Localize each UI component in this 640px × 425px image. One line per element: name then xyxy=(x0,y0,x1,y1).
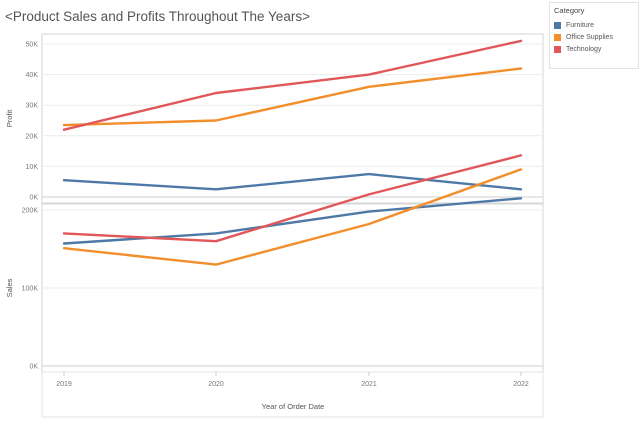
y-tick-label-sales-0: 0K xyxy=(29,364,38,371)
legend-item-technology[interactable]: Technology xyxy=(550,43,638,55)
x-tick-label-3: 2022 xyxy=(513,381,529,388)
legend-swatch-technology xyxy=(554,45,561,53)
x-tick-label-0: 2019 xyxy=(56,381,72,388)
legend-label-furniture: Furniture xyxy=(566,21,595,29)
chart-canvas: 0K 10K 20K 30K 40K 50K Profit 0K 100K 200K Sales 20… xyxy=(5,33,544,418)
legend: Category Furniture Office Supplies Techn… xyxy=(549,2,639,69)
x-tick-label-2: 2021 xyxy=(361,381,377,388)
y-tick-label-sales-2: 200K xyxy=(22,208,39,215)
y-tick-label-profit-0: 0K xyxy=(29,195,38,202)
y-tick-label-profit-2: 20K xyxy=(26,133,39,140)
y-tick-label-profit-5: 50K xyxy=(26,42,39,49)
x-axis-frame xyxy=(41,371,544,418)
y-axis-title-sales: Sales xyxy=(5,278,14,297)
chart-title: <Product Sales and Profits Throughout Th… xyxy=(5,9,310,24)
x-axis-title: Year of Order Date xyxy=(262,402,325,411)
legend-swatch-furniture xyxy=(554,21,561,29)
x-tick-label-1: 2020 xyxy=(208,381,224,388)
y-axis-title-profit: Profit xyxy=(5,109,14,127)
y-tick-label-sales-1: 100K xyxy=(22,286,39,293)
legend-title: Category xyxy=(554,6,585,15)
y-tick-label-profit-4: 40K xyxy=(26,72,39,79)
series-line-profit-technology[interactable] xyxy=(62,39,523,131)
series-line-profit-furniture[interactable] xyxy=(62,172,523,191)
legend-item-office-supplies[interactable]: Office Supplies xyxy=(550,31,638,43)
y-tick-label-profit-3: 30K xyxy=(26,103,39,110)
legend-label-technology: Technology xyxy=(566,45,602,53)
legend-item-furniture[interactable]: Furniture xyxy=(550,19,638,31)
panel-frame-profit xyxy=(41,33,544,204)
legend-swatch-office-supplies xyxy=(554,33,561,41)
y-tick-label-profit-1: 10K xyxy=(26,164,39,171)
series-line-sales-office-supplies[interactable] xyxy=(62,168,523,266)
legend-label-office-supplies: Office Supplies xyxy=(566,33,613,41)
series-line-profit-office-supplies[interactable] xyxy=(62,67,523,127)
series-line-sales-technology[interactable] xyxy=(62,154,523,243)
